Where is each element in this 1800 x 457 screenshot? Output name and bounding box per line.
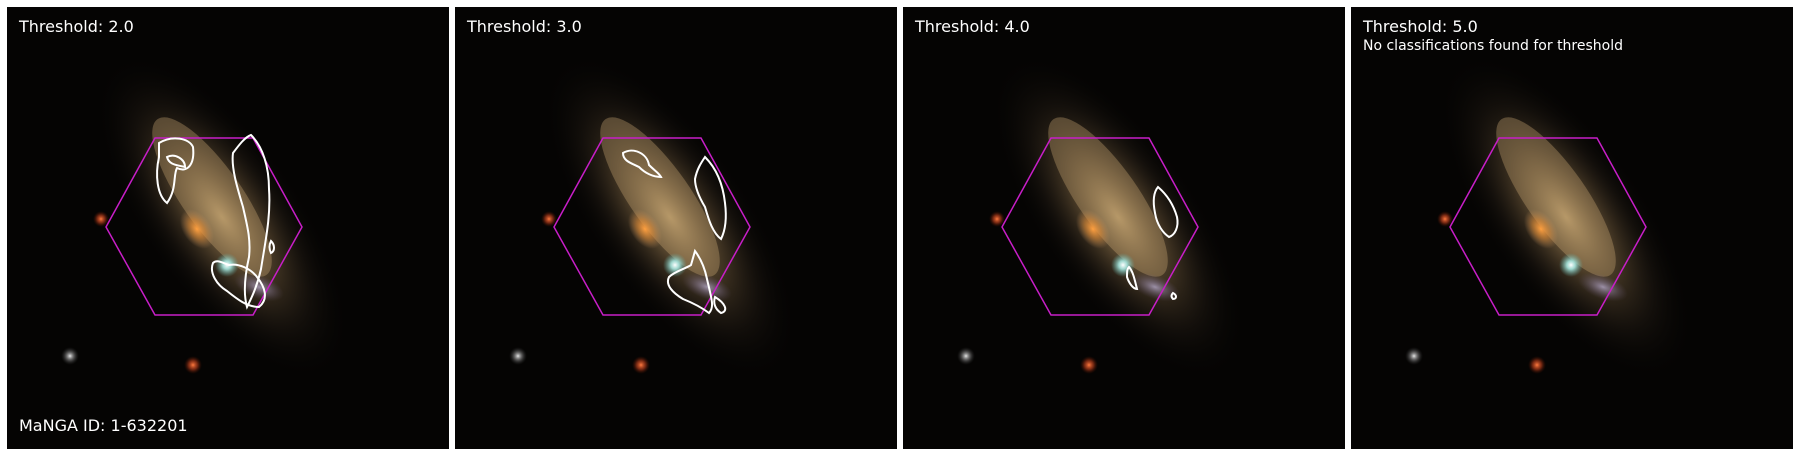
panel-threshold-5: Threshold: 5.0 No classifications found … <box>1351 7 1793 449</box>
galaxy-image <box>1351 7 1793 449</box>
panel-threshold-4: Threshold: 4.0 <box>903 7 1345 449</box>
threshold-label: Threshold: 2.0 <box>19 17 134 36</box>
classification-contours <box>1125 185 1179 301</box>
threshold-label: Threshold: 4.0 <box>915 17 1030 36</box>
panel-threshold-2: Threshold: 2.0 MaNGA ID: 1-632201 <box>7 7 449 449</box>
threshold-label: Threshold: 5.0 <box>1363 17 1478 36</box>
classification-contours <box>156 133 275 310</box>
galaxy-image <box>903 7 1345 449</box>
galaxy-image <box>455 7 897 449</box>
no-classifications-message: No classifications found for threshold <box>1363 38 1623 54</box>
classification-contours <box>621 149 727 315</box>
manga-id-label: MaNGA ID: 1-632201 <box>19 416 188 435</box>
threshold-label: Threshold: 3.0 <box>467 17 582 36</box>
panel-threshold-3: Threshold: 3.0 <box>455 7 897 449</box>
galaxy-image <box>7 7 449 449</box>
